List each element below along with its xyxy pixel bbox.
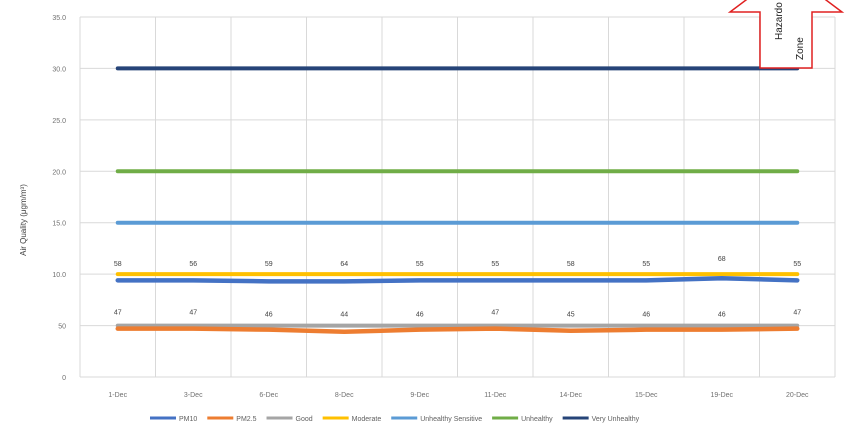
- x-tick-label: 15-Dec: [635, 392, 658, 399]
- y-tick-label: 10.0: [52, 272, 66, 279]
- series-line-pm10: [115, 276, 800, 284]
- data-label-pm10: 64: [340, 261, 348, 268]
- x-tick-label: 8-Dec: [335, 392, 354, 399]
- legend: PM10 PM2.5 Good Moderate Unhealthy Sensitive…: [150, 416, 640, 423]
- data-label-pm2-5: 46: [642, 311, 650, 318]
- y-tick-label: 25.0: [52, 118, 66, 125]
- legend-label-good: Good: [296, 416, 313, 423]
- data-label-pm2-5: 46: [416, 311, 424, 318]
- y-axis-ticks: 0 50 10.0 15.0 20.0 25.0 30.0 35.0: [52, 15, 66, 382]
- data-label-pm10: 68: [718, 256, 726, 263]
- series-line-pm2-5: [115, 326, 800, 334]
- y-tick-label: 35.0: [52, 15, 66, 22]
- data-label-pm2-5: 44: [340, 311, 348, 318]
- data-label-pm10: 55: [491, 261, 499, 268]
- x-tick-label: 11-Dec: [484, 392, 507, 399]
- legend-label-moderate: Moderate: [352, 416, 382, 423]
- x-tick-label: 1-Dec: [108, 392, 127, 399]
- legend-label-unhealthy-sensitive: Unhealthy Sensitive: [420, 416, 482, 423]
- y-tick-label: 15.0: [52, 221, 66, 228]
- data-label-pm10: 55: [793, 261, 801, 268]
- y-tick-label: 0: [62, 375, 66, 382]
- x-axis-ticks: 1-Dec 3-Dec 6-Dec 8-Dec 9-Dec 11-Dec 14-Dec 15-…: [108, 392, 809, 399]
- x-tick-label: 6-Dec: [259, 392, 278, 399]
- data-label-pm2-5: 47: [114, 309, 122, 316]
- data-label-pm2-5: 47: [189, 309, 197, 316]
- legend-label-pm10: PM10: [179, 416, 197, 423]
- x-tick-label: 14-Dec: [559, 392, 582, 399]
- legend-label-very-unhealthy: Very Unhealthy: [592, 416, 640, 423]
- data-label-pm10: 59: [265, 261, 273, 268]
- data-labels: 58 56 59 64 55 55 58 55 68 55 47 47 46 44 46 47 45 46 46 47: [114, 256, 801, 318]
- data-label-pm10: 56: [189, 261, 197, 268]
- data-label-pm2-5: 46: [718, 311, 726, 318]
- data-label-pm10: 58: [567, 261, 575, 268]
- hazardous-zone-annotation: Hazardo Zone: [727, 0, 845, 69]
- data-label-pm2-5: 47: [491, 309, 499, 316]
- series-lines: [115, 66, 800, 334]
- x-tick-label: 20-Dec: [786, 392, 809, 399]
- data-label-pm2-5: 45: [567, 311, 575, 318]
- hazardous-zone-text-2: Zone: [795, 37, 806, 60]
- legend-label-pm2-5: PM2.5: [236, 416, 256, 423]
- hazardous-zone-arrow: [727, 0, 845, 69]
- grid: [79, 16, 836, 378]
- data-label-pm10: 55: [642, 261, 650, 268]
- x-tick-label: 3-Dec: [184, 392, 203, 399]
- data-label-pm2-5: 47: [793, 309, 801, 316]
- y-tick-label: 30.0: [52, 66, 66, 73]
- x-tick-label: 19-Dec: [710, 392, 733, 399]
- data-label-pm2-5: 46: [265, 311, 273, 318]
- data-label-pm10: 58: [114, 261, 122, 268]
- hazardous-zone-text-1: Hazardo: [774, 2, 785, 40]
- x-tick-label: 9-Dec: [410, 392, 429, 399]
- y-tick-label: 50: [58, 324, 66, 331]
- y-tick-label: 20.0: [52, 169, 66, 176]
- data-label-pm10: 55: [416, 261, 424, 268]
- legend-label-unhealthy: Unhealthy: [521, 416, 553, 423]
- y-axis-label: Air Quality (μgm/m³): [19, 184, 28, 256]
